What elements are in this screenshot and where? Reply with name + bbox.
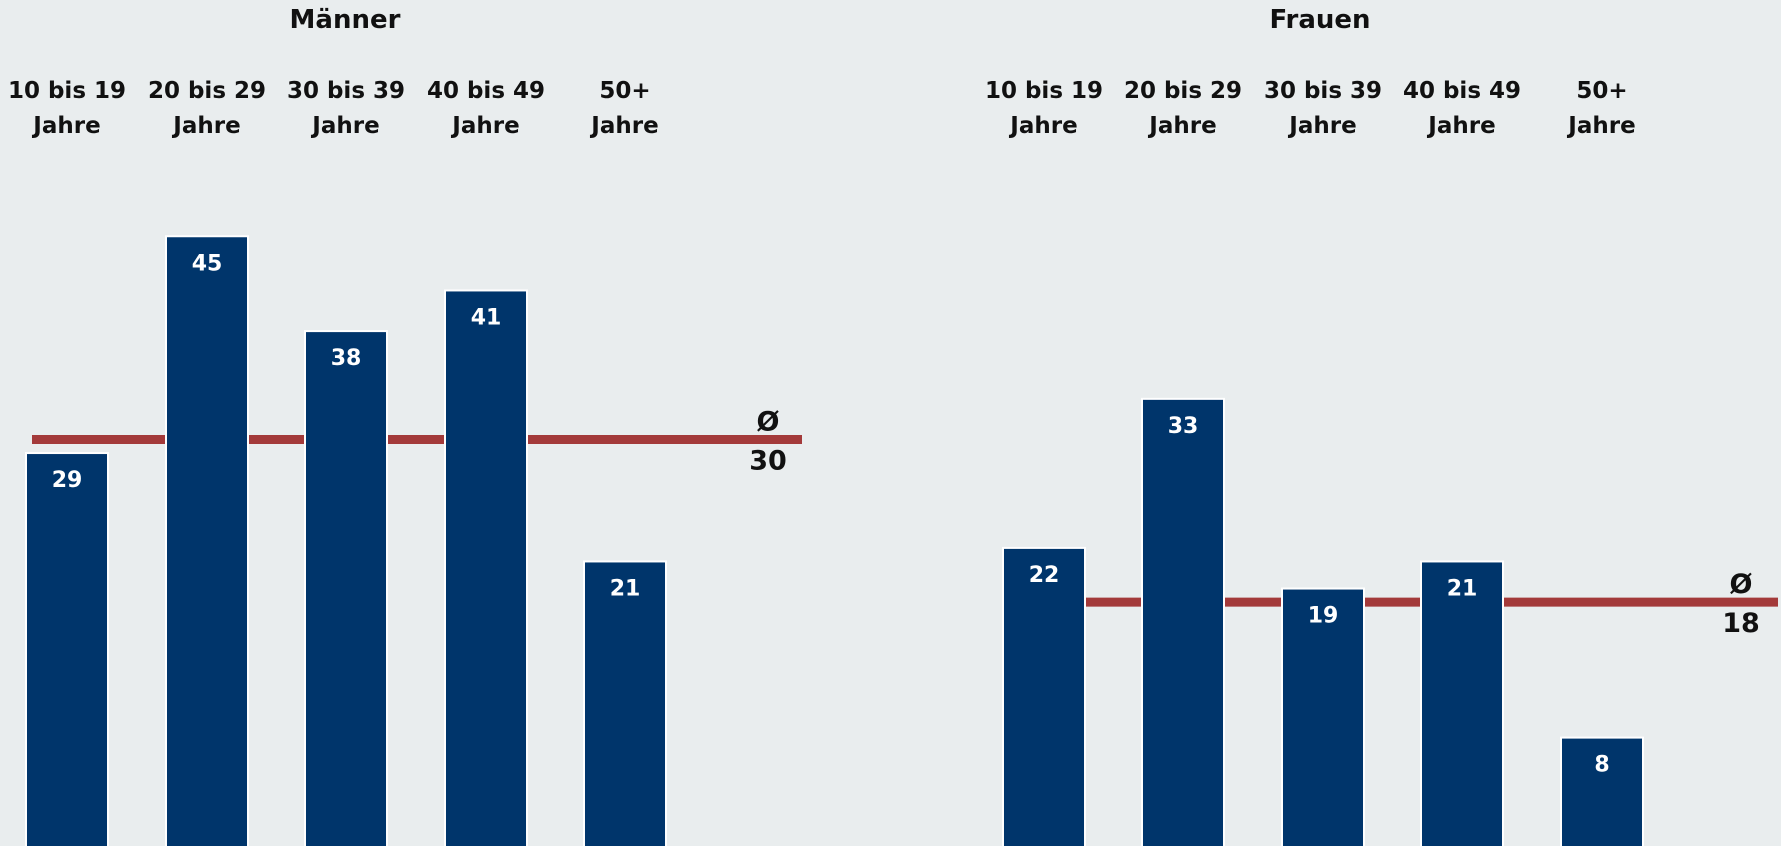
bar	[1141, 397, 1225, 846]
category-label: Jahre	[1566, 113, 1635, 139]
data-label: 41	[471, 305, 502, 330]
category-label: Jahre	[1008, 113, 1077, 139]
category-label: 30 bis 39	[1264, 78, 1382, 104]
bar	[1420, 560, 1504, 846]
category-label: 10 bis 19	[985, 78, 1103, 104]
category-label: Jahre	[31, 113, 100, 139]
bar	[1560, 736, 1644, 846]
data-label: 38	[331, 346, 362, 371]
average-symbol: Ø	[757, 407, 780, 438]
category-label: 10 bis 19	[8, 78, 126, 104]
category-label: 20 bis 29	[1124, 78, 1242, 104]
data-label: 19	[1308, 604, 1339, 629]
category-label: 50+	[599, 78, 650, 104]
category-label: Jahre	[171, 113, 240, 139]
bar	[25, 452, 109, 846]
average-value: 18	[1722, 608, 1760, 639]
data-label: 21	[1447, 576, 1478, 601]
bar	[304, 330, 388, 846]
chart-title: Männer	[290, 5, 401, 35]
category-label: Jahre	[1287, 113, 1356, 139]
data-label: 29	[52, 468, 83, 493]
average-symbol: Ø	[1730, 569, 1753, 600]
data-label: 33	[1168, 414, 1199, 439]
data-label: 8	[1594, 753, 1609, 778]
category-label: 50+	[1576, 78, 1627, 104]
data-label: 22	[1029, 563, 1060, 588]
data-label: 45	[192, 251, 223, 276]
category-label: Jahre	[450, 113, 519, 139]
bar	[1002, 546, 1086, 846]
bar	[165, 235, 249, 846]
category-label: Jahre	[1426, 113, 1495, 139]
category-label: 30 bis 39	[287, 78, 405, 104]
category-label: Jahre	[1147, 113, 1216, 139]
category-label: 40 bis 49	[427, 78, 545, 104]
bar	[444, 289, 528, 846]
average-value: 30	[749, 446, 787, 477]
data-label: 21	[610, 576, 641, 601]
category-label: 40 bis 49	[1403, 78, 1521, 104]
category-label: Jahre	[589, 113, 658, 139]
bar	[583, 560, 667, 846]
bar	[1281, 587, 1365, 846]
panel-maenner: Männer 10 bis 19 Jahre 20 bis 29 Jahre 30 bi…	[8, 5, 802, 846]
chart-title: Frauen	[1269, 5, 1370, 35]
category-label: Jahre	[310, 113, 379, 139]
category-label: 20 bis 29	[148, 78, 266, 104]
panel-frauen: Frauen 10 bis 19 Jahre 20 bis 29 Jahre 30 bi…	[985, 5, 1778, 846]
